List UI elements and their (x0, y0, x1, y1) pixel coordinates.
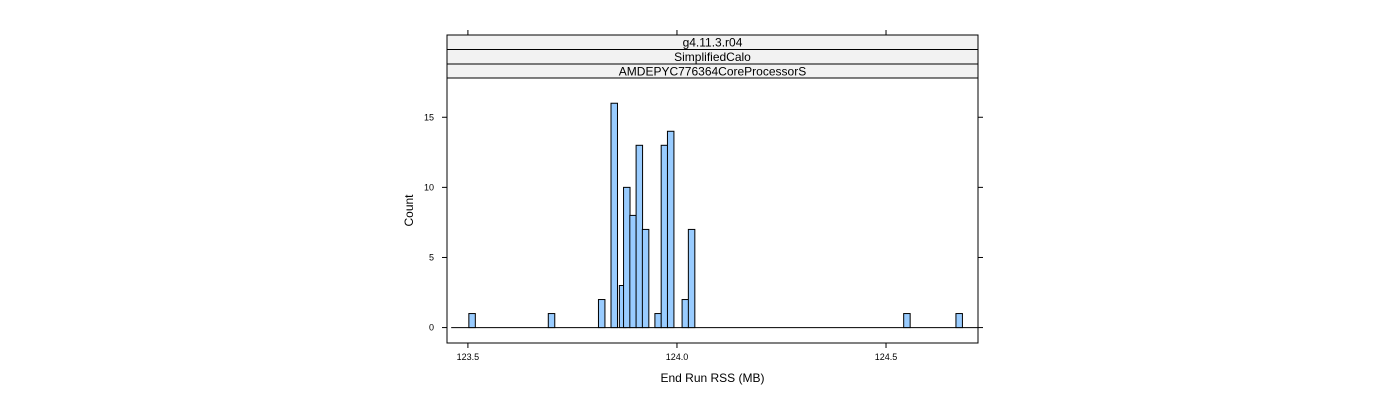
histogram-bar (955, 313, 963, 329)
x-tick-label: 124.5 (875, 352, 898, 362)
histogram-bar (468, 313, 476, 329)
histogram-bar (597, 299, 606, 329)
histogram-bar (635, 144, 644, 329)
bars-layer (468, 102, 963, 329)
histogram-bar (629, 214, 637, 329)
histogram-bar (654, 313, 662, 329)
y-axis-label: Count (402, 194, 416, 227)
histogram-bar (660, 144, 669, 329)
histogram-bar (623, 186, 631, 329)
histogram-bar (547, 313, 556, 329)
y-tick-label: 5 (429, 252, 434, 262)
y-tick-label: 10 (424, 182, 434, 192)
x-tick-label: 124.0 (666, 352, 689, 362)
strip-1-label: g4.11.3.r04 (683, 36, 743, 50)
histogram-bar (687, 228, 696, 329)
y-tick-label: 15 (424, 112, 434, 122)
histogram-bar (681, 299, 690, 329)
plot-panel (446, 77, 979, 344)
y-axis: 0 5 10 15 (424, 112, 983, 333)
histogram-bar (666, 130, 675, 329)
strip-3-label: AMDEPYC776364CoreProcessorS (619, 65, 806, 79)
y-tick-label: 0 (429, 323, 434, 333)
histogram-bar (641, 228, 650, 329)
x-axis-label: End Run RSS (MB) (660, 371, 764, 385)
panel-strips: g4.11.3.r04 SimplifiedCalo AMDEPYC776364… (446, 34, 979, 79)
histogram-bar (903, 313, 911, 329)
strip-2-label: SimplifiedCalo (674, 50, 751, 64)
histogram-bar (610, 102, 618, 329)
x-tick-label: 123.5 (457, 352, 480, 362)
x-axis: 123.5 124.0 124.5 (457, 30, 898, 362)
